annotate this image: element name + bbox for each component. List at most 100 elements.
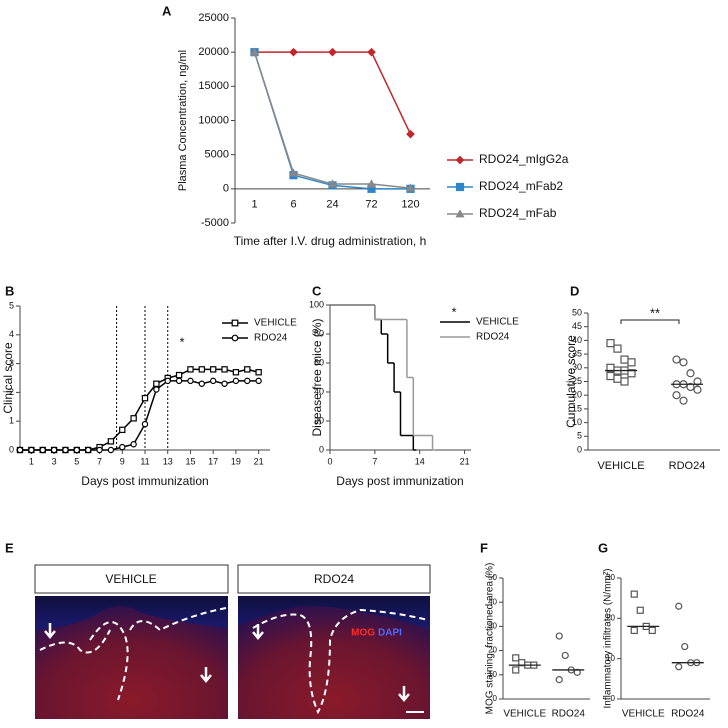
- marker: [231, 319, 239, 327]
- marker: [153, 386, 160, 393]
- marker: [130, 415, 137, 422]
- arrow: [252, 624, 410, 702]
- marker: [675, 663, 683, 671]
- micrograph-panel: E VEHICLE RDO24 MOG DAPI: [5, 540, 431, 719]
- x-tick-label: 7: [372, 456, 377, 466]
- arrow: [44, 623, 212, 683]
- x-tick-label: 14: [415, 456, 425, 466]
- marker: [141, 394, 149, 402]
- y-tick-label: 0: [611, 694, 616, 703]
- marker: [221, 366, 228, 373]
- annotation: *: [451, 304, 456, 319]
- x-tick-label: 13: [163, 456, 173, 466]
- x-tick-label: 6: [290, 199, 296, 211]
- marker: [187, 366, 194, 373]
- marker: [289, 47, 298, 57]
- legend-label: RDO24: [476, 332, 510, 343]
- marker: [50, 446, 58, 454]
- marker: [62, 446, 69, 454]
- marker: [107, 446, 115, 454]
- y-tick-label: 0: [577, 444, 582, 454]
- image-region: [35, 596, 228, 630]
- x-tick-label: 120: [401, 199, 419, 211]
- annotation: **: [650, 305, 660, 320]
- marker: [512, 666, 520, 674]
- marker: [198, 366, 206, 373]
- y-tick-label: 0: [493, 694, 498, 703]
- marker: [255, 377, 262, 385]
- marker: [630, 590, 638, 598]
- y-tick-label: 40: [572, 335, 582, 345]
- marker: [130, 441, 137, 448]
- x-tick-label: RDO24: [669, 460, 706, 472]
- y-tick-label: 35: [572, 348, 582, 358]
- x-tick-label: VEHICLE: [622, 709, 665, 720]
- x-tick-label: 21: [460, 456, 470, 466]
- marker: [96, 446, 103, 454]
- marker: [606, 339, 615, 348]
- panel-label: D: [570, 283, 579, 298]
- y-tick-label: 50: [572, 307, 582, 317]
- marker: [73, 446, 81, 454]
- marker: [153, 380, 160, 387]
- marker: [561, 651, 569, 660]
- marker: [613, 344, 622, 353]
- marker: [164, 377, 171, 385]
- y-tick-label: 30: [488, 622, 497, 631]
- panel-label: C: [312, 283, 322, 298]
- marker: [681, 642, 689, 651]
- y-tick-label: 10000: [198, 114, 229, 126]
- series-line: [253, 51, 411, 190]
- x-tick-label: 1: [29, 456, 34, 466]
- y-axis-label: Clinical score: [1, 342, 15, 414]
- y-tick-label: 25000: [198, 12, 229, 24]
- marker: [107, 438, 115, 445]
- marker: [249, 47, 260, 56]
- x-tick-label: 72: [365, 199, 377, 211]
- stain-label: DAPI: [378, 628, 402, 639]
- stain-label: MOG: [351, 628, 375, 639]
- marker: [209, 366, 217, 373]
- marker: [679, 396, 688, 405]
- legend-label: RDO24_mFab2: [479, 179, 563, 193]
- marker: [175, 371, 183, 379]
- y-tick-label: 15000: [198, 80, 229, 92]
- x-tick-label: VEHICLE: [503, 709, 546, 720]
- marker: [221, 380, 228, 387]
- marker: [613, 374, 622, 383]
- panel-label: A: [162, 3, 172, 18]
- marker: [406, 129, 415, 139]
- marker: [648, 626, 656, 635]
- marker: [627, 358, 636, 367]
- y-tick-label: 40: [314, 386, 324, 396]
- marker: [693, 385, 702, 394]
- y-tick-label: 5: [9, 300, 14, 310]
- y-tick-label: 3: [9, 358, 14, 368]
- marker: [366, 179, 377, 188]
- x-tick-label: VEHICLE: [597, 460, 644, 472]
- marker: [630, 626, 638, 635]
- y-tick-label: 20: [572, 390, 582, 400]
- y-axis-label: Cumulative score: [564, 335, 578, 428]
- y-axis-label: MOG staining, fractioned area (%): [485, 563, 496, 715]
- marker: [141, 420, 149, 428]
- marker: [627, 369, 636, 378]
- marker: [606, 371, 615, 381]
- legend-label: RDO24: [254, 333, 288, 344]
- marker: [244, 377, 251, 385]
- header-box: [34, 564, 229, 594]
- y-tick-label: 0: [319, 444, 324, 454]
- marker: [328, 47, 337, 57]
- marker: [686, 369, 695, 378]
- x-tick-label: 15: [185, 456, 195, 466]
- x-tick-label: 11: [140, 456, 149, 466]
- y-tick-label: -5000: [201, 217, 229, 229]
- marker: [686, 382, 695, 392]
- y-tick-label: 20: [606, 613, 615, 622]
- marker: [455, 155, 465, 165]
- x-axis-label: Time after I.V. drug administration, h: [234, 234, 427, 248]
- marker: [555, 676, 563, 684]
- y-axis-label: Plasma Concentration, ng/ml: [177, 50, 189, 191]
- marker: [620, 355, 629, 364]
